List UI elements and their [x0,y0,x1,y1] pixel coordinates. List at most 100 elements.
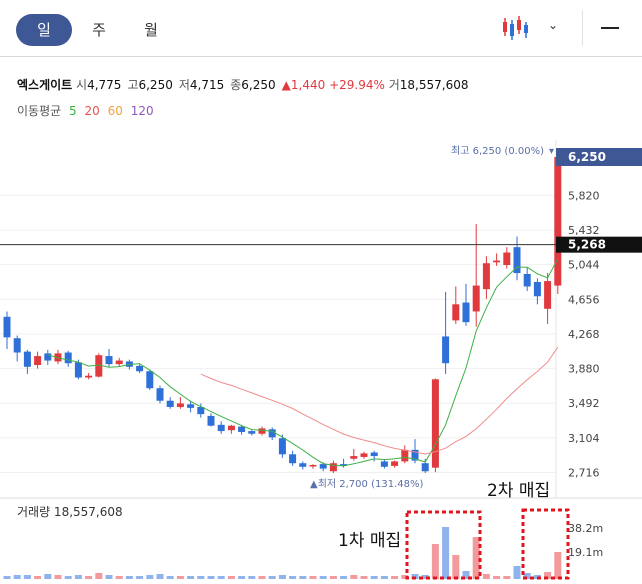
volume-bar [197,576,205,579]
volume-bar [380,576,388,579]
candle-body [421,463,429,472]
candle-body [391,461,399,466]
volume-bar [472,537,480,579]
volume-bar [64,576,72,579]
candle-body [360,453,368,457]
stock-quote-line: 엑스게이트 시4,775 고6,250 저4,715 종6,250 ▲1,440 +29… [17,76,474,93]
candle-body [329,463,337,472]
candle-body [95,355,103,377]
candle-body [248,431,256,434]
y-tick-label: 2,716 [568,467,600,480]
volume-bar [421,575,429,579]
volume-bar [176,576,184,579]
low-value: 4,715 [189,78,225,92]
max-price-annotation: 최고 6,250 (0.00%) [451,145,544,157]
candle-body [13,338,21,353]
first-accumulation-label: 1차 매집 [338,531,401,551]
volume-bar [85,576,93,579]
volume-bar [340,576,348,579]
volume-bar [278,575,286,579]
candle-body [197,406,205,415]
y-tick-label: 5,820 [568,189,600,202]
divider [582,10,583,46]
volume-bar [401,575,409,579]
volume-bar [329,576,337,579]
candle-body [64,352,72,364]
second-accumulation-box [521,508,570,580]
candle-body [442,336,450,364]
close-value: 6,250 [241,78,276,92]
candle-body [493,260,501,263]
candle-body [370,452,378,457]
ma-5[interactable]: 5 [69,104,77,118]
volume-bar [187,576,195,579]
volume-bar [309,576,317,579]
candle-body [380,461,388,467]
candle-body [544,281,552,309]
candle-body [299,463,307,467]
candle-body [401,449,409,462]
volume-bar [370,576,378,579]
candle-body [136,365,144,372]
candle-body [85,375,93,378]
candle-body [115,360,123,365]
volume-bar [105,575,113,579]
candle-body [472,285,480,312]
candle-body [411,449,419,461]
chevron-down-icon[interactable]: ⌄ [548,18,559,32]
high-label: 고 [127,78,139,92]
candle-body [319,464,327,469]
volume-bar [54,575,62,579]
volume-bar [136,576,144,579]
candle-body [217,424,225,432]
ma-120[interactable]: 120 [130,104,154,118]
max-marker-icon: ▾ [549,146,554,157]
candle-body [44,353,52,361]
minus-icon[interactable] [601,27,619,29]
volume-bar [125,576,133,579]
volume-bar [34,576,42,579]
volume-bar [217,576,225,579]
candle-body [523,273,531,287]
y-tick-label: 4,656 [568,293,600,306]
y-tick-label: 3,492 [568,397,600,410]
volume-bar [391,576,399,579]
candle-body [268,429,276,438]
candle-body [350,456,358,459]
candle-body [227,425,235,431]
volume-bar [156,574,164,579]
volume-bar [13,575,21,579]
high-value: 6,250 [138,78,173,92]
volume-bar [523,573,531,579]
moving-average-legend: 이동평균 5 20 60 120 [17,102,154,119]
ma-60[interactable]: 60 [107,104,123,118]
moving-average-label: 이동평균 [17,104,62,118]
stock-name: 엑스게이트 [17,78,73,92]
ma-20[interactable]: 20 [84,104,100,118]
candle-body [176,403,184,407]
candle-body [503,252,511,266]
tab-monthly[interactable]: 월 [144,21,158,39]
volume-tick-label: 19.1m [568,546,603,559]
candle-body [452,304,460,321]
tab-daily[interactable]: 일 [16,14,72,46]
volume-bar [431,544,439,579]
candle-body [258,428,266,434]
candle-body [3,316,11,338]
candle-body [23,351,31,367]
tab-weekly[interactable]: 주 [92,21,106,39]
open-value: 4,775 [87,78,122,92]
candlestick-icon[interactable] [500,14,530,42]
volume-bar [513,566,521,579]
volume-bar [248,576,256,579]
candle-body [187,404,195,408]
volume-bar [452,555,460,579]
volume-bar [299,576,307,579]
volume-value: 18,557,608 [399,78,469,92]
ma5-line [47,258,559,467]
current-price-box [556,148,642,166]
candle-body [462,302,470,323]
candle-body [146,371,154,389]
volume-bar [493,576,501,579]
